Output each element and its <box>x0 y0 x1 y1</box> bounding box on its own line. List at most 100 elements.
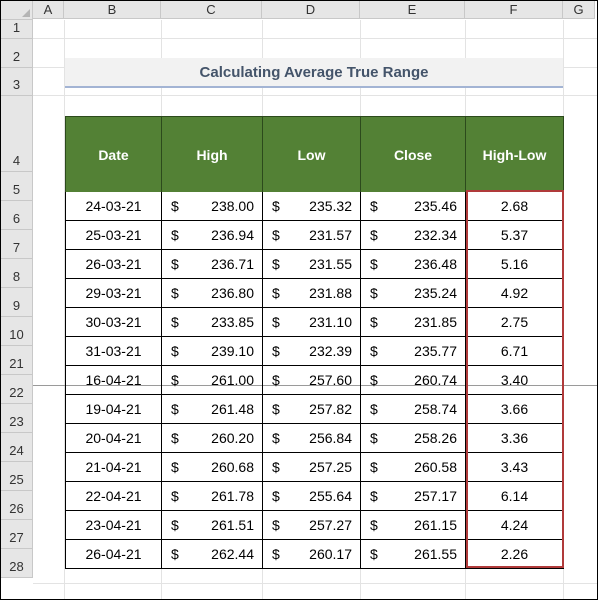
table-row: 31-03-21 $239.10 $232.39 $235.77 6.71 <box>65 337 564 366</box>
cell-low[interactable]: $260.17 <box>263 540 361 569</box>
row-header[interactable]: 9 <box>1 288 33 317</box>
row-header[interactable]: 25 <box>1 462 33 491</box>
cell-high[interactable]: $236.80 <box>162 279 263 308</box>
cell-high-low[interactable]: 2.68 <box>466 192 564 221</box>
cell-date[interactable]: 31-03-21 <box>65 337 162 366</box>
cell-high-low[interactable]: 6.71 <box>466 337 564 366</box>
row-header[interactable]: 22 <box>1 375 33 404</box>
column-header-f[interactable]: F <box>465 1 563 19</box>
cell-close[interactable]: $258.26 <box>361 424 466 453</box>
row-header[interactable]: 8 <box>1 259 33 288</box>
cell-date[interactable]: 19-04-21 <box>65 395 162 424</box>
cell-high-low[interactable]: 3.40 <box>466 366 564 395</box>
currency-symbol: $ <box>171 430 179 446</box>
column-header-b[interactable]: B <box>64 1 161 19</box>
cell-high[interactable]: $261.48 <box>162 395 263 424</box>
row-header[interactable]: 3 <box>1 68 33 96</box>
cell-high-low[interactable]: 3.36 <box>466 424 564 453</box>
cell-low[interactable]: $231.10 <box>263 308 361 337</box>
cell-close[interactable]: $257.17 <box>361 482 466 511</box>
cell-low[interactable]: $231.57 <box>263 221 361 250</box>
column-header-e[interactable]: E <box>360 1 465 19</box>
cell-low[interactable]: $257.25 <box>263 453 361 482</box>
cell-close[interactable]: $261.55 <box>361 540 466 569</box>
cell-high[interactable]: $261.00 <box>162 366 263 395</box>
row-header[interactable]: 1 <box>1 20 33 39</box>
cell-date[interactable]: 30-03-21 <box>65 308 162 337</box>
row-header[interactable]: 7 <box>1 230 33 259</box>
row-header[interactable]: 28 <box>1 549 33 578</box>
cell-close[interactable]: $235.77 <box>361 337 466 366</box>
column-header-a[interactable]: A <box>33 1 64 19</box>
cell-high-low[interactable]: 5.37 <box>466 221 564 250</box>
cell-high-low[interactable]: 4.24 <box>466 511 564 540</box>
cell-low[interactable]: $231.88 <box>263 279 361 308</box>
cell-high-low[interactable]: 3.66 <box>466 395 564 424</box>
high-low-value: 4.92 <box>500 285 529 301</box>
cell-close[interactable]: $231.85 <box>361 308 466 337</box>
cell-high[interactable]: $239.10 <box>162 337 263 366</box>
cell-date[interactable]: 16-04-21 <box>65 366 162 395</box>
cell-high[interactable]: $238.00 <box>162 192 263 221</box>
currency-symbol: $ <box>171 198 179 214</box>
row-header[interactable]: 24 <box>1 433 33 462</box>
cell-low[interactable]: $257.82 <box>263 395 361 424</box>
row-header[interactable]: 2 <box>1 39 33 68</box>
row-header[interactable]: 4 <box>1 96 33 172</box>
cell-low[interactable]: $257.27 <box>263 511 361 540</box>
currency-symbol: $ <box>171 314 179 330</box>
column-header-c[interactable]: C <box>161 1 262 19</box>
cell-low[interactable]: $257.60 <box>263 366 361 395</box>
row-header[interactable]: 23 <box>1 404 33 433</box>
currency-symbol: $ <box>171 401 179 417</box>
cell-high-low[interactable]: 2.26 <box>466 540 564 569</box>
cell-low[interactable]: $231.55 <box>263 250 361 279</box>
cell-high[interactable]: $261.51 <box>162 511 263 540</box>
select-all-button[interactable] <box>1 1 33 20</box>
cell-date[interactable]: 23-04-21 <box>65 511 162 540</box>
cell-close[interactable]: $235.24 <box>361 279 466 308</box>
cell-date[interactable]: 21-04-21 <box>65 453 162 482</box>
cell-close[interactable]: $236.48 <box>361 250 466 279</box>
row-header[interactable]: 10 <box>1 317 33 346</box>
cell-close[interactable]: $235.46 <box>361 192 466 221</box>
cell-high-low[interactable]: 3.43 <box>466 453 564 482</box>
currency-symbol: $ <box>370 459 378 475</box>
cell-date[interactable]: 26-03-21 <box>65 250 162 279</box>
cell-high-low[interactable]: 2.75 <box>466 308 564 337</box>
cell-date[interactable]: 26-04-21 <box>65 540 162 569</box>
cell-low[interactable]: $256.84 <box>263 424 361 453</box>
row-header[interactable]: 6 <box>1 201 33 230</box>
column-header-g[interactable]: G <box>563 1 595 19</box>
cell-date[interactable]: 20-04-21 <box>65 424 162 453</box>
column-header-d[interactable]: D <box>262 1 360 19</box>
cell-date[interactable]: 22-04-21 <box>65 482 162 511</box>
cell-high-low[interactable]: 4.92 <box>466 279 564 308</box>
cell-date[interactable]: 29-03-21 <box>65 279 162 308</box>
cell-high[interactable]: $233.85 <box>162 308 263 337</box>
cell-close[interactable]: $232.34 <box>361 221 466 250</box>
cell-low[interactable]: $235.32 <box>263 192 361 221</box>
cell-high[interactable]: $262.44 <box>162 540 263 569</box>
row-header[interactable]: 26 <box>1 491 33 520</box>
freeze-pane-line[interactable] <box>33 385 597 386</box>
cell-low[interactable]: $232.39 <box>263 337 361 366</box>
cell-close[interactable]: $260.74 <box>361 366 466 395</box>
row-header[interactable]: 21 <box>1 346 33 375</box>
currency-symbol: $ <box>272 459 280 475</box>
row-header[interactable]: 27 <box>1 520 33 549</box>
cell-high[interactable]: $236.94 <box>162 221 263 250</box>
cell-low[interactable]: $255.64 <box>263 482 361 511</box>
cell-high-low[interactable]: 6.14 <box>466 482 564 511</box>
row-header[interactable]: 5 <box>1 172 33 201</box>
cell-date[interactable]: 24-03-21 <box>65 192 162 221</box>
cell-close[interactable]: $258.74 <box>361 395 466 424</box>
cell-high[interactable]: $260.20 <box>162 424 263 453</box>
cell-high[interactable]: $236.71 <box>162 250 263 279</box>
cell-close[interactable]: $261.15 <box>361 511 466 540</box>
cell-high-low[interactable]: 5.16 <box>466 250 564 279</box>
cell-high[interactable]: $260.68 <box>162 453 263 482</box>
cell-high[interactable]: $261.78 <box>162 482 263 511</box>
cell-date[interactable]: 25-03-21 <box>65 221 162 250</box>
cell-close[interactable]: $260.58 <box>361 453 466 482</box>
